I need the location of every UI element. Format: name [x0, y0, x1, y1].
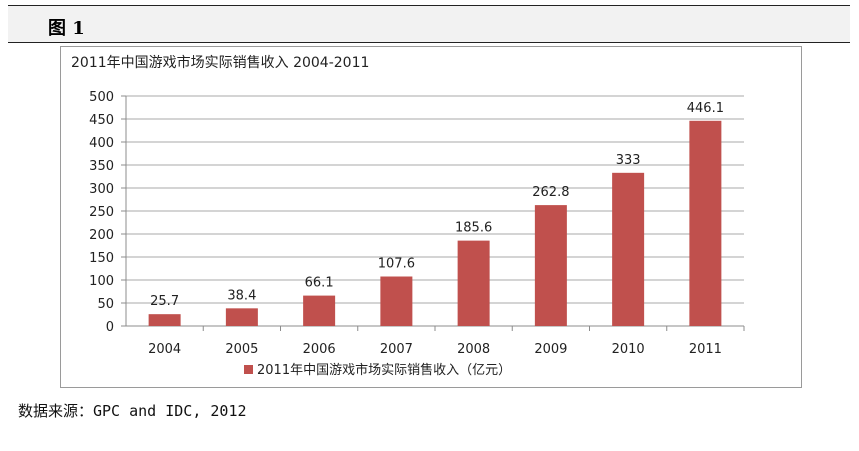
bar [225, 308, 258, 326]
bar [148, 314, 181, 326]
y-tick-label: 350 [89, 159, 114, 174]
y-tick-label: 500 [89, 90, 114, 105]
bar [534, 205, 567, 326]
data-label: 446.1 [687, 101, 724, 116]
bar [380, 276, 413, 326]
y-tick-label: 300 [89, 182, 114, 197]
figure-header: 图 1 [8, 5, 850, 43]
y-tick-label: 0 [106, 320, 114, 335]
x-tick-label: 2007 [380, 342, 413, 357]
y-tick-label: 200 [89, 228, 114, 243]
x-tick-label: 2011 [689, 342, 722, 357]
x-tick-label: 2008 [457, 342, 490, 357]
data-label: 25.7 [150, 294, 179, 309]
figure-label: 图 1 [48, 18, 85, 39]
bar-chart: 2011年中国游戏市场实际销售收入 2004-2011 0 50 100 150 200… [71, 54, 745, 378]
y-tick-label: 250 [89, 205, 114, 220]
y-tick-label: 150 [89, 251, 114, 266]
data-label: 262.8 [532, 185, 569, 200]
data-label: 333 [616, 153, 641, 168]
bar [689, 120, 722, 326]
x-tick-label: 2005 [225, 342, 258, 357]
bar [612, 172, 645, 326]
data-label: 38.4 [227, 288, 256, 303]
bar [303, 295, 336, 326]
legend-swatch [244, 365, 253, 374]
x-tick-label: 2010 [612, 342, 645, 357]
y-tick-label: 50 [97, 297, 114, 312]
y-tick-label: 450 [89, 113, 114, 128]
data-label: 107.6 [378, 257, 415, 272]
labels: 25.7 38.4 66.1 107.6 185.6 262.8 333 446.1 [150, 101, 724, 309]
chart-title: 2011年中国游戏市场实际销售收入 2004-2011 [71, 54, 369, 71]
x-tick-label: 2006 [303, 342, 336, 357]
chart-container: 2011年中国游戏市场实际销售收入 2004-2011 0 50 100 150 200… [60, 46, 802, 388]
data-label: 185.6 [455, 221, 492, 236]
axes: 0 50 100 150 200 250 300 350 400 450 500 2004 2005 20… [89, 90, 745, 357]
x-tick-label: 2009 [534, 342, 567, 357]
data-label: 66.1 [305, 276, 334, 291]
bar [457, 240, 490, 326]
y-tick-label: 400 [89, 136, 114, 151]
data-source-note: 数据来源：GPC and IDC, 2012 [18, 402, 247, 420]
legend-label: 2011年中国游戏市场实际销售收入（亿元） [257, 362, 511, 378]
x-tick-label: 2004 [148, 342, 181, 357]
y-tick-label: 100 [89, 274, 114, 289]
gridlines [126, 95, 744, 304]
legend: 2011年中国游戏市场实际销售收入（亿元） [244, 362, 511, 378]
bars [148, 120, 722, 326]
